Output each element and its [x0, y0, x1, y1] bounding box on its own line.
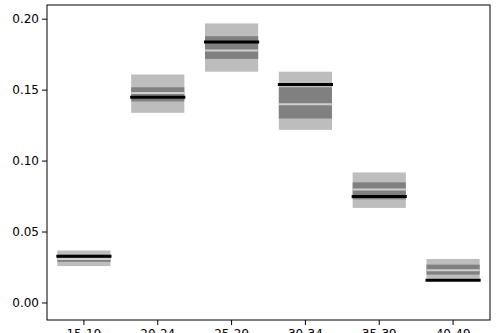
x-tick-label: 25-29: [214, 327, 249, 333]
observed-line: [278, 83, 333, 86]
x-tick: [231, 320, 232, 325]
outer-interval: [427, 259, 480, 279]
median-line: [131, 92, 184, 94]
y-tick-label: 0.00: [12, 296, 39, 310]
inner-interval: [205, 36, 258, 59]
outer-interval: [57, 250, 110, 266]
median-line: [205, 49, 258, 51]
y-tick: [42, 19, 47, 20]
y-tick: [42, 302, 47, 303]
median-line: [427, 269, 480, 271]
x-tick: [379, 320, 380, 325]
x-tick: [83, 320, 84, 325]
observed-line: [204, 40, 259, 43]
median-line: [353, 188, 406, 190]
outer-interval: [131, 75, 184, 113]
inner-interval: [57, 255, 110, 262]
x-tick: [453, 320, 454, 325]
y-tick: [42, 161, 47, 162]
x-tick: [157, 320, 158, 325]
inner-interval: [353, 182, 406, 199]
y-tick-label: 0.05: [12, 225, 39, 239]
observed-line: [352, 195, 407, 198]
plot-area: [56, 23, 480, 280]
y-tick: [42, 232, 47, 233]
median-line: [279, 103, 332, 105]
x-tick-label: 30-34: [288, 327, 323, 333]
observed-line: [56, 255, 111, 258]
plot-frame: [47, 5, 490, 320]
x-tick-label: 35-39: [362, 327, 397, 333]
outer-interval: [353, 172, 406, 207]
y-tick-label: 0.15: [12, 83, 39, 97]
x-tick-label: 20-24: [140, 327, 175, 333]
y-tick: [42, 90, 47, 91]
y-tick-label: 0.20: [12, 12, 39, 26]
inner-interval: [427, 265, 480, 275]
inner-interval: [131, 87, 184, 101]
observed-line: [130, 96, 185, 99]
median-line: [57, 258, 110, 260]
x-tick-label: 15-19: [66, 327, 101, 333]
x-tick-label: 40-49: [436, 327, 471, 333]
y-tick-label: 0.10: [12, 154, 39, 168]
observed-line: [426, 279, 481, 282]
inner-interval: [279, 87, 332, 118]
chart: 0.00 0.05 0.10 0.15 0.20 15-19 20-24 25-29 30-34…: [0, 0, 500, 333]
x-tick: [305, 320, 306, 325]
outer-interval: [279, 72, 332, 130]
outer-interval: [205, 23, 258, 71]
